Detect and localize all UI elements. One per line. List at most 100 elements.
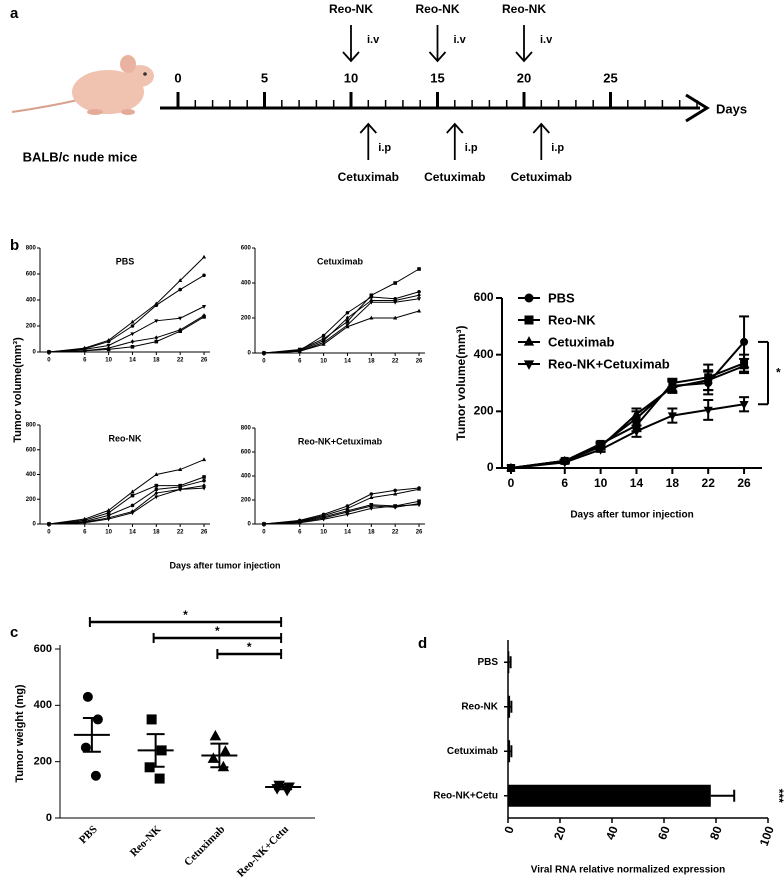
- arrowhead: [342, 51, 360, 63]
- y-tick-label: 400: [26, 472, 37, 478]
- injection-label: Cetuximab: [511, 170, 572, 184]
- data-point: [345, 504, 350, 508]
- injection-label: Reo-NK: [416, 2, 460, 16]
- x-tick-label: 14: [630, 476, 644, 490]
- x-tick-label: 22: [177, 357, 184, 363]
- x-axis-label: Days after tumor injection: [169, 560, 280, 570]
- y-axis-label: Tumor volume(mm³): [454, 325, 468, 440]
- mouse-label: BALB/c nude mice: [23, 149, 138, 164]
- data-point: [90, 770, 101, 781]
- data-point: [178, 467, 183, 471]
- data-point: [219, 745, 232, 756]
- data-point: [416, 308, 422, 313]
- data-point: [417, 292, 421, 298]
- data-point: [130, 489, 135, 494]
- x-tick-label: 6: [298, 529, 302, 535]
- route-label: i.p: [465, 142, 478, 154]
- x-tick-label: 0: [501, 824, 517, 835]
- bar: [508, 651, 510, 674]
- data-point: [524, 293, 534, 303]
- significance-label: *: [215, 624, 220, 638]
- data-point: [82, 348, 87, 353]
- data-point: [80, 742, 91, 753]
- data-point: [524, 315, 534, 325]
- legend-label: Cetuximab: [548, 334, 615, 349]
- injection-label: Cetuximab: [338, 170, 399, 184]
- data-point: [154, 303, 159, 308]
- data-point: [345, 512, 350, 517]
- data-point: [667, 382, 677, 391]
- x-tick-label: 0: [262, 529, 266, 535]
- data-point: [393, 491, 398, 496]
- x-tick-label: 60: [655, 824, 673, 842]
- x-axis-label: Viral RNA relative normalized expression: [531, 865, 726, 876]
- x-tick-label: 6: [83, 357, 87, 363]
- data-point: [703, 406, 713, 416]
- data-point: [202, 475, 206, 479]
- y-tick-label: Reo-NK+Cetu: [433, 790, 498, 801]
- y-tick-label: 800: [26, 246, 37, 252]
- y-tick-label: 0: [32, 522, 36, 528]
- significance-label: *: [776, 365, 781, 379]
- data-point: [416, 486, 422, 491]
- tick-label: 10: [344, 70, 358, 85]
- data-point: [154, 319, 159, 324]
- mouse-body: [72, 70, 144, 114]
- x-tick-label: 18: [153, 357, 160, 363]
- data-point: [207, 752, 220, 763]
- y-tick-label: 400: [241, 474, 252, 480]
- data-point: [178, 287, 182, 292]
- legend-label: PBS: [548, 290, 575, 305]
- data-point: [154, 487, 159, 492]
- data-point: [130, 332, 135, 337]
- y-tick-label: 600: [241, 450, 252, 456]
- data-point: [321, 341, 326, 346]
- x-tick-label: 26: [737, 476, 751, 490]
- data-point: [46, 522, 52, 527]
- y-tick-label: Reo-NK: [461, 701, 498, 712]
- data-point: [369, 295, 374, 299]
- data-point: [178, 278, 183, 282]
- data-point: [47, 350, 51, 354]
- x-tick-label: 0: [47, 529, 51, 535]
- y-tick-label: 0: [487, 460, 494, 474]
- y-tick-label: 200: [241, 498, 252, 504]
- injection-label: Reo-NK: [329, 2, 373, 16]
- x-tick-label: 14: [129, 357, 136, 363]
- x-tick-label: 18: [153, 529, 160, 535]
- data-point: [393, 488, 397, 493]
- data-point: [130, 503, 135, 508]
- injection-label: Reo-NK: [502, 2, 546, 16]
- route-label: i.p: [378, 142, 391, 154]
- data-point: [201, 486, 207, 491]
- data-point: [345, 315, 350, 321]
- data-point: [393, 281, 397, 285]
- data-point: [261, 350, 267, 355]
- y-tick-label: 400: [34, 699, 52, 711]
- data-point: [369, 315, 374, 320]
- x-tick-label: 14: [344, 529, 351, 535]
- data-point: [345, 310, 350, 315]
- data-point: [345, 324, 350, 329]
- x-tick-label: 10: [594, 476, 608, 490]
- data-point: [596, 446, 606, 455]
- data-point: [209, 729, 222, 741]
- y-tick-label: 0: [32, 350, 36, 356]
- data-point: [178, 487, 183, 492]
- tick-label: 0: [174, 70, 181, 85]
- y-tick-label: 600: [241, 246, 252, 252]
- x-tick-label: 22: [392, 529, 399, 535]
- data-point: [154, 495, 159, 500]
- data-point: [130, 339, 135, 344]
- data-point: [417, 267, 421, 271]
- injection-label: Cetuximab: [424, 170, 485, 184]
- data-point: [130, 493, 135, 498]
- x-tick-label: 22: [177, 529, 184, 535]
- significance-label: *: [247, 640, 252, 654]
- data-point: [369, 300, 374, 305]
- x-tick-label: 10: [320, 529, 327, 535]
- chart-title: Cetuximab: [317, 256, 364, 266]
- arrowhead: [359, 122, 377, 134]
